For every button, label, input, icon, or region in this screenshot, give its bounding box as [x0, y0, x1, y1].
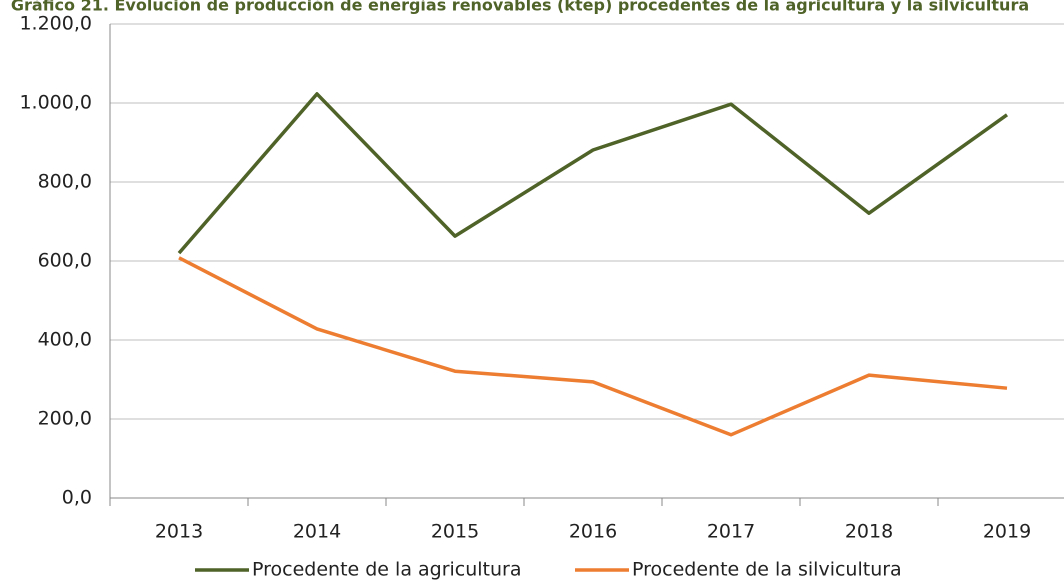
y-tick-label: 400,0 [38, 329, 92, 351]
chart-title: Gráfico 21. Evolución de producción de e… [11, 0, 1029, 15]
legend-label: Procedente de la agricultura [252, 559, 522, 581]
x-tick-label: 2017 [707, 521, 755, 543]
x-tick-label: 2013 [155, 521, 203, 543]
x-tick-label: 2018 [845, 521, 893, 543]
y-tick-label: 1.200,0 [19, 13, 92, 35]
y-tick-label: 200,0 [38, 408, 92, 430]
y-tick-label: 800,0 [38, 171, 92, 193]
legend-label: Procedente de la silvicultura [632, 559, 902, 581]
y-tick-label: 600,0 [38, 250, 92, 272]
series-line [177, 92, 1009, 255]
x-tick-label: 2016 [569, 521, 617, 543]
x-tick-label: 2014 [293, 521, 341, 543]
y-tick-label: 1.000,0 [19, 92, 92, 114]
x-tick-label: 2015 [431, 521, 479, 543]
y-tick-label: 0,0 [62, 487, 92, 509]
series-line [178, 256, 1008, 437]
x-tick-label: 2019 [983, 521, 1031, 543]
